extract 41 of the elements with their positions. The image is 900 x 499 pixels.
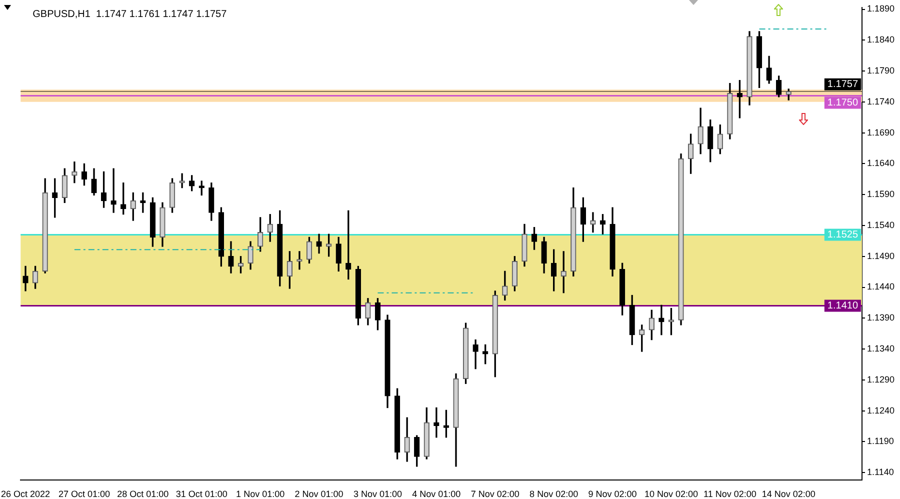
- y-tick-label: 1.1640: [867, 158, 895, 168]
- x-tick-label: 3 Nov 01:00: [353, 488, 402, 499]
- candlestick: [72, 162, 78, 184]
- x-tick-label: 31 Oct 01:00: [176, 488, 228, 499]
- x-tick-label: 9 Nov 02:00: [588, 488, 637, 499]
- x-tick-label: 8 Nov 02:00: [530, 488, 578, 499]
- x-tick-label: 1 Nov 01:00: [236, 488, 285, 499]
- candlestick: [110, 168, 116, 213]
- x-tick-label: 27 Oct 01:00: [58, 488, 110, 499]
- y-tick-label: 1.1390: [867, 312, 895, 323]
- x-tick-label: 26 Oct 2022: [1, 488, 50, 499]
- x-tick-label: 14 Nov 02:00: [762, 488, 816, 499]
- y-tick-label: 1.1890: [867, 4, 895, 14]
- y-tick-label: 1.1540: [867, 220, 895, 230]
- x-tick-label: 11 Nov 02:00: [703, 488, 756, 499]
- y-tick-label: 1.1790: [867, 66, 895, 76]
- x-tick-label: 4 Nov 01:00: [412, 488, 461, 499]
- y-tick-label: 1.1190: [867, 436, 894, 446]
- x-tick-label: 2 Nov 01:00: [294, 488, 344, 499]
- y-tick-label: 1.1590: [867, 189, 895, 200]
- candlestick: [434, 407, 440, 438]
- candlestick: [658, 304, 664, 336]
- y-tick-label: 1.1740: [867, 96, 895, 106]
- x-tick-label: 7 Nov 02:00: [470, 488, 520, 499]
- y-tick-label: 1.1240: [867, 405, 895, 416]
- candlestick: [590, 212, 596, 233]
- y-tick-label: 1.1690: [867, 127, 895, 138]
- ref-line-label: 1.1750: [827, 97, 858, 108]
- y-tick-label: 1.1290: [867, 374, 895, 384]
- y-tick-label: 1.1140: [867, 467, 894, 478]
- ref-line-label: 1.1757: [827, 79, 858, 90]
- candlestick: [179, 173, 185, 188]
- x-tick-label: 28 Oct 01:00: [117, 488, 169, 499]
- x-tick-label: 10 Nov 02:00: [644, 488, 698, 499]
- ref-line-label: 1.1410: [827, 300, 858, 312]
- y-tick-label: 1.1490: [867, 250, 895, 261]
- chart-title: GBPUSD,H1 1.1747 1.1761 1.1747 1.1757: [32, 9, 228, 20]
- y-tick-label: 1.1840: [867, 34, 895, 45]
- y-tick-label: 1.1340: [867, 344, 895, 354]
- ref-line-label: 1.1525: [827, 229, 858, 240]
- y-tick-label: 1.1440: [867, 282, 895, 292]
